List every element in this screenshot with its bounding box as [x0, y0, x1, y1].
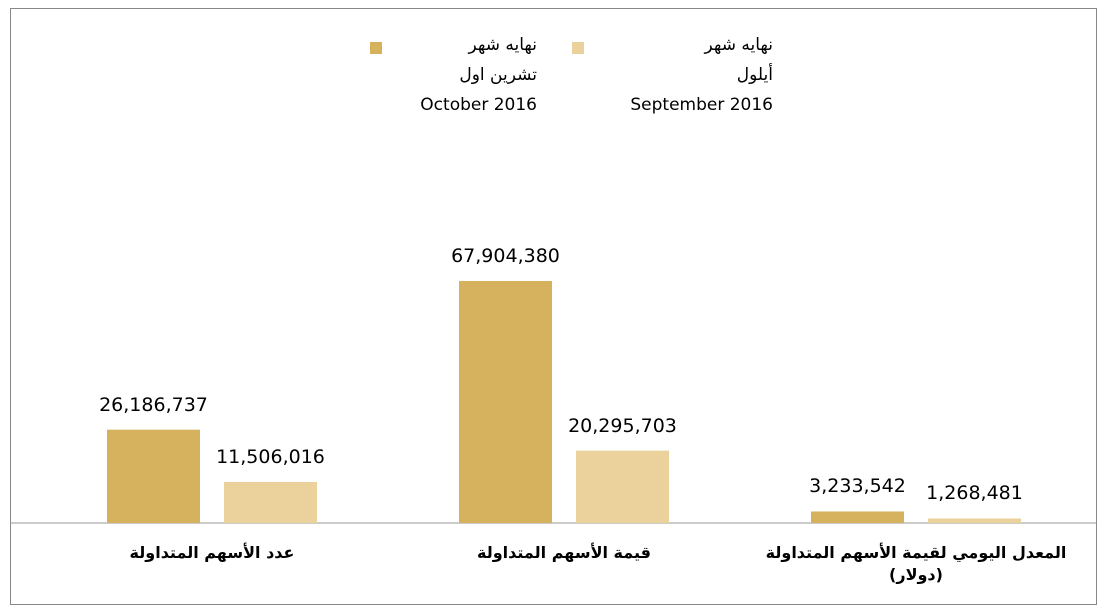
value-label: 67,904,380 — [451, 245, 560, 267]
legend-label: نهايه شهر أيلول September 2016 — [630, 35, 773, 115]
x-tick-label: قيمة الأسهم المتداولة — [477, 543, 651, 562]
legend-swatch — [370, 42, 382, 54]
value-label: 11,506,016 — [216, 445, 325, 468]
legend-label: نهايه شهر تشرين اول October 2016 — [420, 35, 537, 115]
x-tick-label: المعدل اليومي لقيمة الأسهم المتداولة (دو… — [765, 543, 1067, 584]
value-label: 3,233,542 — [809, 475, 906, 498]
x-tick-label: عدد الأسهم المتداولة — [129, 543, 295, 562]
value-label: 26,186,737 — [99, 393, 208, 416]
bar — [811, 511, 904, 523]
bar — [459, 281, 552, 523]
bar — [224, 481, 317, 523]
value-label: 1,268,481 — [926, 482, 1023, 505]
bar — [107, 429, 200, 523]
legend-swatch — [572, 42, 584, 54]
bar — [928, 518, 1021, 523]
bar — [576, 450, 669, 523]
chart-frame — [10, 8, 1097, 605]
value-label: 20,295,703 — [568, 414, 677, 437]
